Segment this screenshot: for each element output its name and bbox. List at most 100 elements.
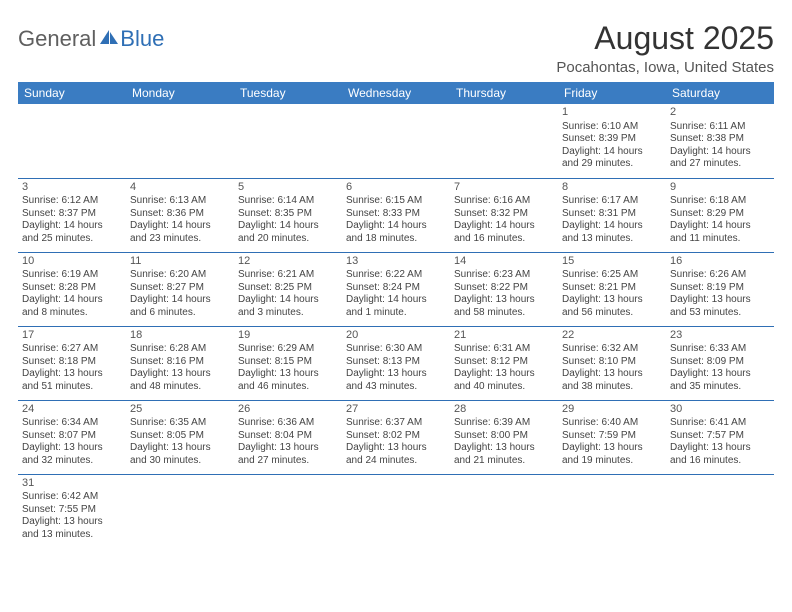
sunrise-line: Sunrise: 6:39 AM bbox=[454, 417, 554, 430]
calendar-cell: 28Sunrise: 6:39 AMSunset: 8:00 PMDayligh… bbox=[450, 400, 558, 474]
daylight-line: Daylight: 13 hours and 38 minutes. bbox=[562, 368, 662, 393]
sunset-line: Sunset: 8:22 PM bbox=[454, 282, 554, 295]
calendar-cell: 3Sunrise: 6:12 AMSunset: 8:37 PMDaylight… bbox=[18, 178, 126, 252]
calendar-cell-empty bbox=[666, 474, 774, 548]
day-header: Monday bbox=[126, 82, 234, 104]
calendar-cell: 8Sunrise: 6:17 AMSunset: 8:31 PMDaylight… bbox=[558, 178, 666, 252]
calendar-cell-empty bbox=[126, 104, 234, 178]
header: General Blue August 2025 Pocahontas, Iow… bbox=[18, 20, 774, 76]
calendar-cell: 25Sunrise: 6:35 AMSunset: 8:05 PMDayligh… bbox=[126, 400, 234, 474]
calendar-cell-empty bbox=[18, 104, 126, 178]
sunset-line: Sunset: 8:02 PM bbox=[346, 430, 446, 443]
sunset-line: Sunset: 8:35 PM bbox=[238, 208, 338, 221]
daylight-line: Daylight: 13 hours and 24 minutes. bbox=[346, 442, 446, 467]
sunset-line: Sunset: 8:25 PM bbox=[238, 282, 338, 295]
sunset-line: Sunset: 8:38 PM bbox=[670, 133, 770, 146]
sunrise-line: Sunrise: 6:19 AM bbox=[22, 269, 122, 282]
day-number: 13 bbox=[346, 255, 446, 269]
day-number: 11 bbox=[130, 255, 230, 269]
sunrise-line: Sunrise: 6:22 AM bbox=[346, 269, 446, 282]
daylight-line: Daylight: 13 hours and 13 minutes. bbox=[22, 516, 122, 541]
calendar-cell: 24Sunrise: 6:34 AMSunset: 8:07 PMDayligh… bbox=[18, 400, 126, 474]
sunset-line: Sunset: 7:59 PM bbox=[562, 430, 662, 443]
daylight-line: Daylight: 14 hours and 16 minutes. bbox=[454, 220, 554, 245]
day-number: 8 bbox=[562, 181, 662, 195]
calendar-row: 24Sunrise: 6:34 AMSunset: 8:07 PMDayligh… bbox=[18, 400, 774, 474]
calendar-head: SundayMondayTuesdayWednesdayThursdayFrid… bbox=[18, 82, 774, 104]
sunset-line: Sunset: 8:19 PM bbox=[670, 282, 770, 295]
sunrise-line: Sunrise: 6:12 AM bbox=[22, 195, 122, 208]
day-number: 21 bbox=[454, 329, 554, 343]
daylight-line: Daylight: 13 hours and 58 minutes. bbox=[454, 294, 554, 319]
sunset-line: Sunset: 8:04 PM bbox=[238, 430, 338, 443]
sunrise-line: Sunrise: 6:10 AM bbox=[562, 121, 662, 134]
calendar-row: 1Sunrise: 6:10 AMSunset: 8:39 PMDaylight… bbox=[18, 104, 774, 178]
day-header: Tuesday bbox=[234, 82, 342, 104]
sunrise-line: Sunrise: 6:36 AM bbox=[238, 417, 338, 430]
sunrise-line: Sunrise: 6:42 AM bbox=[22, 491, 122, 504]
logo-text-blue: Blue bbox=[120, 26, 164, 52]
day-number: 7 bbox=[454, 181, 554, 195]
calendar-cell: 14Sunrise: 6:23 AMSunset: 8:22 PMDayligh… bbox=[450, 252, 558, 326]
calendar-cell-empty bbox=[342, 104, 450, 178]
calendar-cell-empty bbox=[450, 104, 558, 178]
calendar-cell: 23Sunrise: 6:33 AMSunset: 8:09 PMDayligh… bbox=[666, 326, 774, 400]
daylight-line: Daylight: 14 hours and 27 minutes. bbox=[670, 146, 770, 171]
calendar-cell-empty bbox=[126, 474, 234, 548]
daylight-line: Daylight: 13 hours and 32 minutes. bbox=[22, 442, 122, 467]
calendar-cell: 5Sunrise: 6:14 AMSunset: 8:35 PMDaylight… bbox=[234, 178, 342, 252]
calendar-table: SundayMondayTuesdayWednesdayThursdayFrid… bbox=[18, 82, 774, 548]
calendar-cell: 15Sunrise: 6:25 AMSunset: 8:21 PMDayligh… bbox=[558, 252, 666, 326]
day-number: 6 bbox=[346, 181, 446, 195]
day-number: 16 bbox=[670, 255, 770, 269]
sunrise-line: Sunrise: 6:21 AM bbox=[238, 269, 338, 282]
day-number: 5 bbox=[238, 181, 338, 195]
daylight-line: Daylight: 13 hours and 35 minutes. bbox=[670, 368, 770, 393]
daylight-line: Daylight: 14 hours and 6 minutes. bbox=[130, 294, 230, 319]
day-number: 15 bbox=[562, 255, 662, 269]
day-number: 28 bbox=[454, 403, 554, 417]
sunrise-line: Sunrise: 6:32 AM bbox=[562, 343, 662, 356]
daylight-line: Daylight: 14 hours and 29 minutes. bbox=[562, 146, 662, 171]
calendar-cell: 27Sunrise: 6:37 AMSunset: 8:02 PMDayligh… bbox=[342, 400, 450, 474]
sunset-line: Sunset: 8:29 PM bbox=[670, 208, 770, 221]
sunset-line: Sunset: 8:13 PM bbox=[346, 356, 446, 369]
sunset-line: Sunset: 8:33 PM bbox=[346, 208, 446, 221]
month-title: August 2025 bbox=[556, 20, 774, 57]
calendar-cell: 20Sunrise: 6:30 AMSunset: 8:13 PMDayligh… bbox=[342, 326, 450, 400]
day-number: 20 bbox=[346, 329, 446, 343]
day-number: 19 bbox=[238, 329, 338, 343]
location: Pocahontas, Iowa, United States bbox=[556, 59, 774, 76]
calendar-cell: 29Sunrise: 6:40 AMSunset: 7:59 PMDayligh… bbox=[558, 400, 666, 474]
day-header: Saturday bbox=[666, 82, 774, 104]
sunset-line: Sunset: 8:15 PM bbox=[238, 356, 338, 369]
calendar-cell-empty bbox=[342, 474, 450, 548]
day-header: Sunday bbox=[18, 82, 126, 104]
daylight-line: Daylight: 14 hours and 1 minute. bbox=[346, 294, 446, 319]
day-number: 22 bbox=[562, 329, 662, 343]
calendar-cell: 1Sunrise: 6:10 AMSunset: 8:39 PMDaylight… bbox=[558, 104, 666, 178]
day-number: 26 bbox=[238, 403, 338, 417]
daylight-line: Daylight: 14 hours and 13 minutes. bbox=[562, 220, 662, 245]
day-number: 9 bbox=[670, 181, 770, 195]
sunrise-line: Sunrise: 6:34 AM bbox=[22, 417, 122, 430]
day-number: 27 bbox=[346, 403, 446, 417]
day-number: 31 bbox=[22, 477, 122, 491]
sunset-line: Sunset: 8:27 PM bbox=[130, 282, 230, 295]
daylight-line: Daylight: 14 hours and 8 minutes. bbox=[22, 294, 122, 319]
logo: General Blue bbox=[18, 20, 164, 52]
calendar-cell: 18Sunrise: 6:28 AMSunset: 8:16 PMDayligh… bbox=[126, 326, 234, 400]
sunrise-line: Sunrise: 6:11 AM bbox=[670, 121, 770, 134]
sunset-line: Sunset: 8:05 PM bbox=[130, 430, 230, 443]
daylight-line: Daylight: 14 hours and 25 minutes. bbox=[22, 220, 122, 245]
daylight-line: Daylight: 14 hours and 18 minutes. bbox=[346, 220, 446, 245]
daylight-line: Daylight: 14 hours and 23 minutes. bbox=[130, 220, 230, 245]
sunset-line: Sunset: 8:18 PM bbox=[22, 356, 122, 369]
daylight-line: Daylight: 13 hours and 53 minutes. bbox=[670, 294, 770, 319]
calendar-row: 17Sunrise: 6:27 AMSunset: 8:18 PMDayligh… bbox=[18, 326, 774, 400]
calendar-cell: 12Sunrise: 6:21 AMSunset: 8:25 PMDayligh… bbox=[234, 252, 342, 326]
daylight-line: Daylight: 13 hours and 40 minutes. bbox=[454, 368, 554, 393]
sunset-line: Sunset: 8:31 PM bbox=[562, 208, 662, 221]
day-number: 18 bbox=[130, 329, 230, 343]
calendar-cell: 7Sunrise: 6:16 AMSunset: 8:32 PMDaylight… bbox=[450, 178, 558, 252]
